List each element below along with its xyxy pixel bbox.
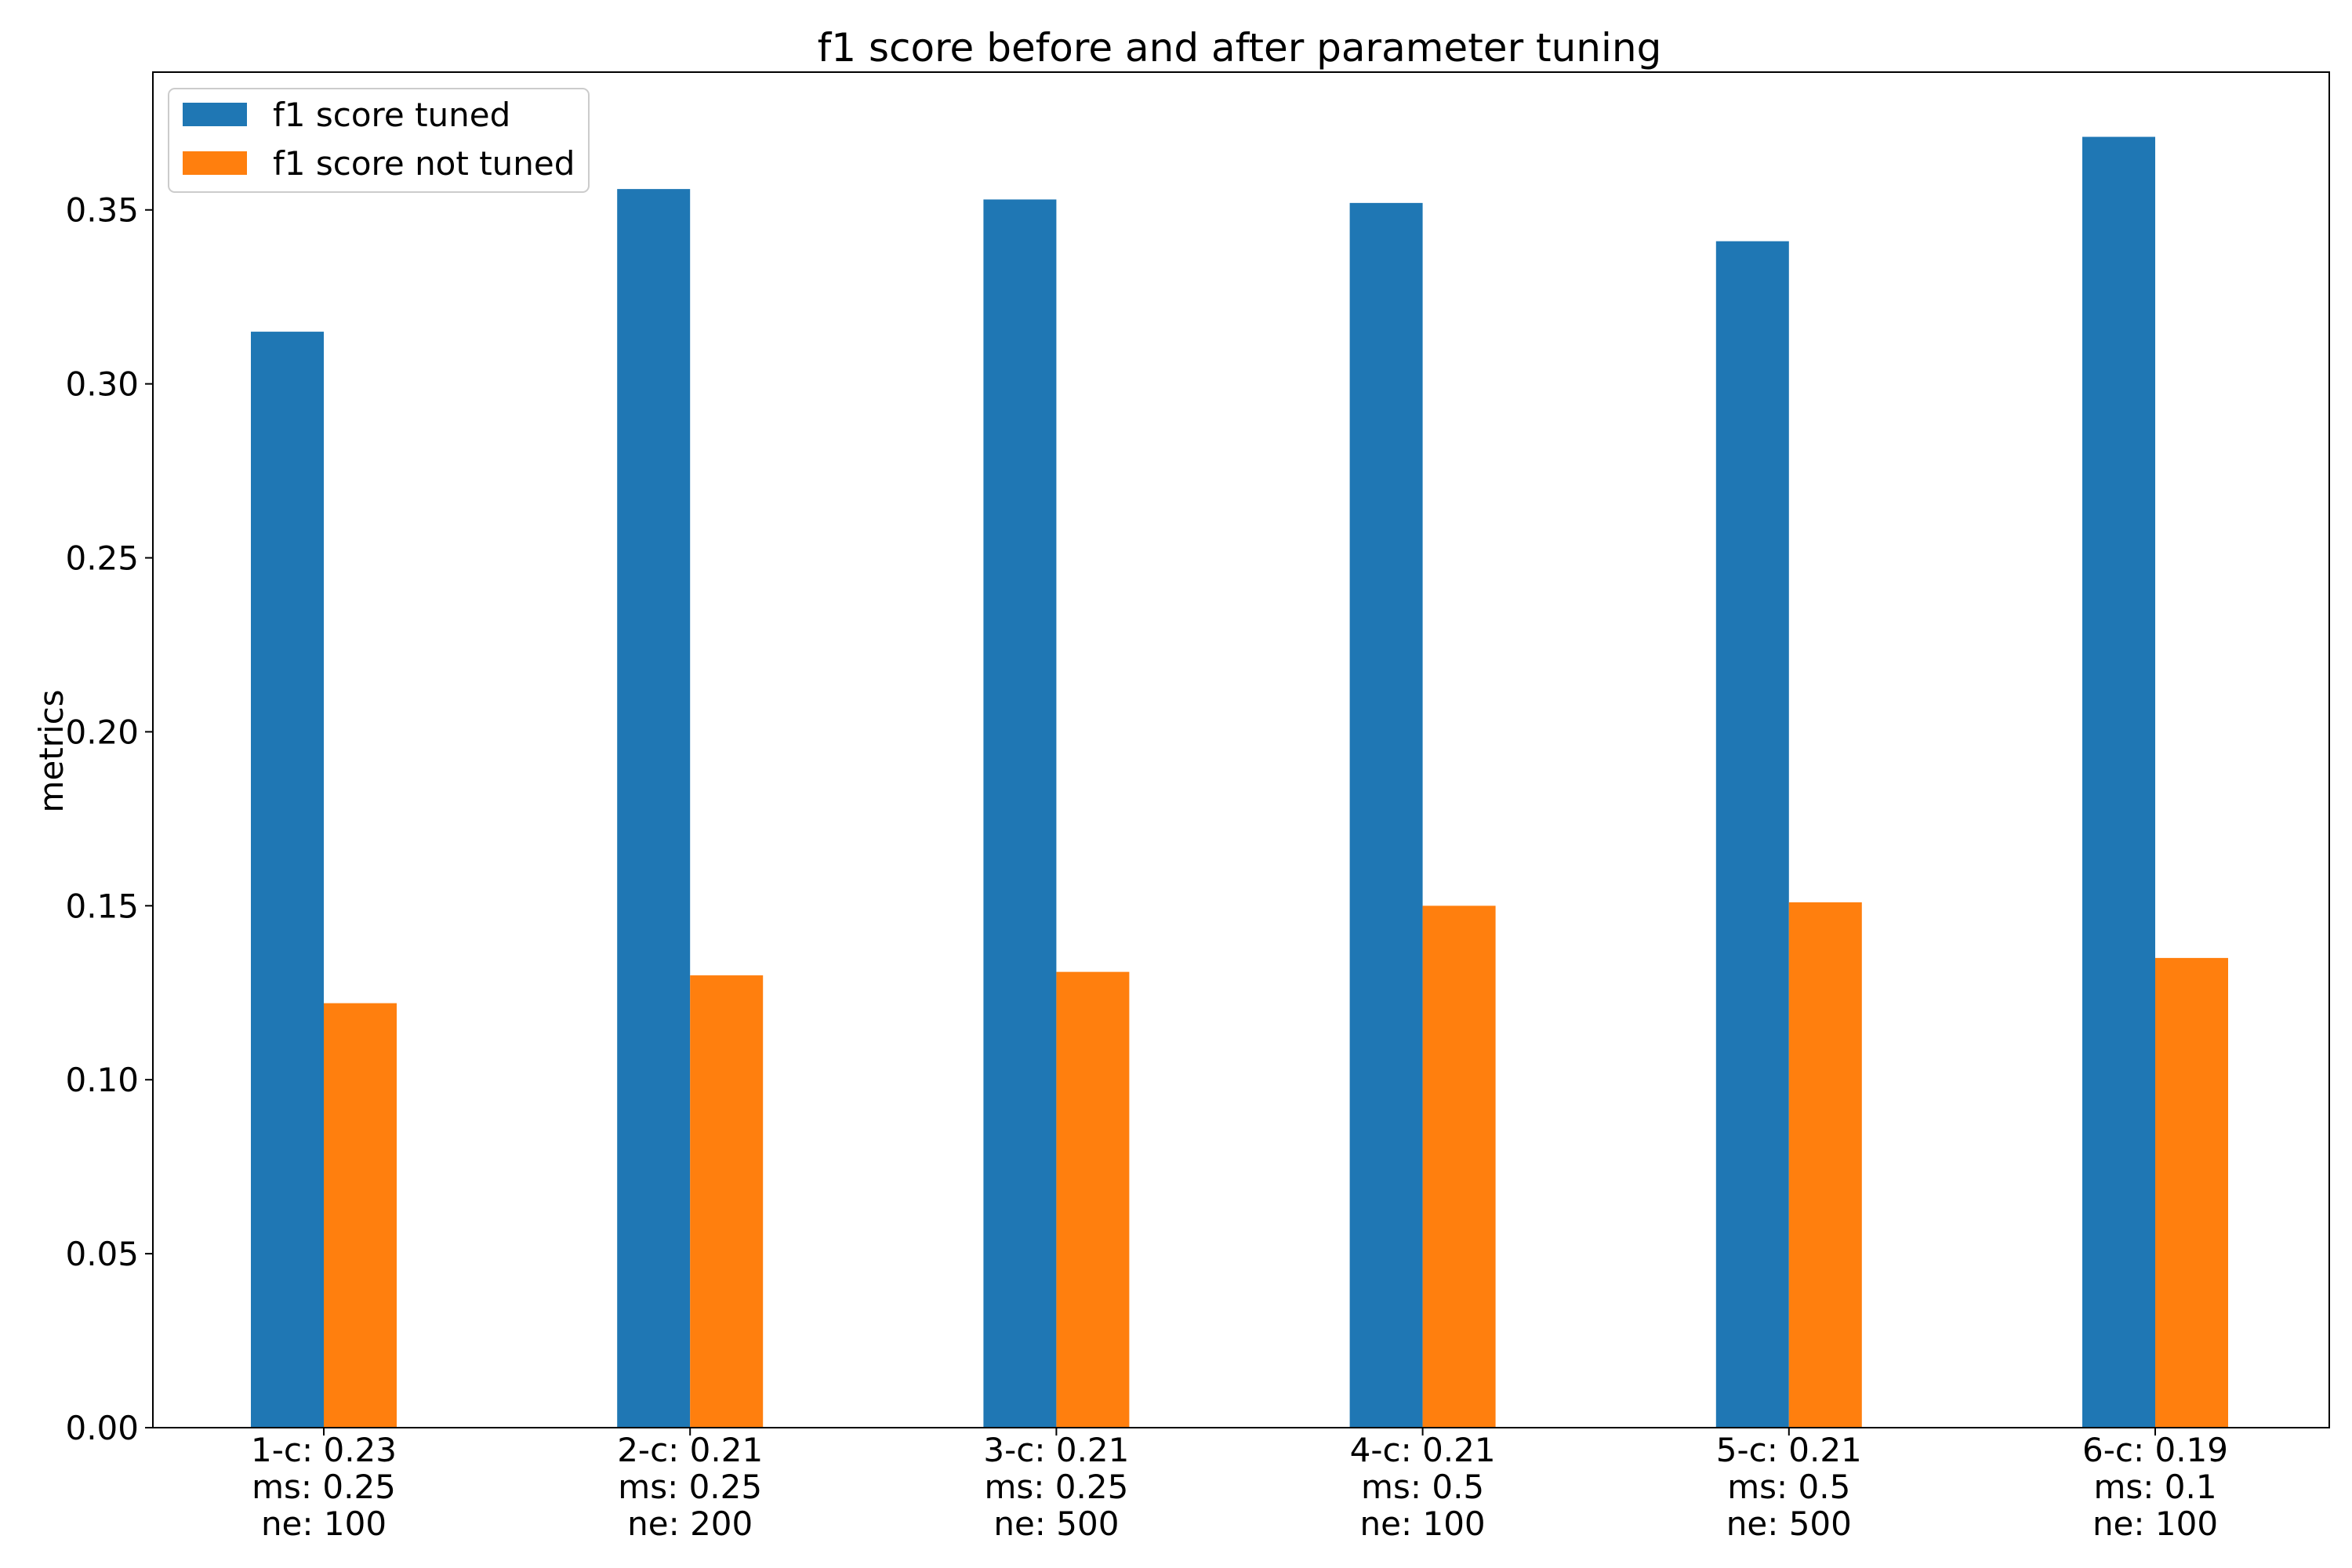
legend-swatch-not-tuned bbox=[183, 151, 247, 175]
bar-tuned-3 bbox=[983, 199, 1057, 1428]
x-tick-label: ms: 0.5 bbox=[1727, 1468, 1850, 1506]
plot-frame bbox=[152, 71, 2330, 1428]
x-tick-label: ms: 0.25 bbox=[618, 1468, 762, 1506]
x-tick-label: 4-c: 0.21 bbox=[1350, 1431, 1496, 1469]
legend: f1 score tuned f1 score not tuned bbox=[168, 88, 590, 193]
legend-label-not-tuned: f1 score not tuned bbox=[273, 144, 575, 183]
x-tick-label: 5-c: 0.21 bbox=[1716, 1431, 1862, 1469]
legend-label-tuned: f1 score tuned bbox=[273, 96, 510, 134]
bars-group bbox=[251, 136, 2228, 1428]
y-tick-label: 0.35 bbox=[65, 191, 139, 230]
x-tick-label: ne: 200 bbox=[627, 1504, 753, 1543]
x-tick-label: 6-c: 0.19 bbox=[2082, 1431, 2228, 1469]
x-tick-label: ne: 100 bbox=[261, 1504, 387, 1543]
bar-tuned-6 bbox=[2082, 136, 2155, 1428]
plot-area: 0.00 0.05 0.10 0.15 0.20 0.25 0.30 0.35 1-c: 0.… bbox=[65, 71, 2330, 1543]
bar-tuned-2 bbox=[617, 189, 691, 1428]
y-tick-label: 0.25 bbox=[65, 539, 139, 578]
y-tick-label: 0.20 bbox=[65, 713, 139, 751]
chart-title: f1 score before and after parameter tuni… bbox=[818, 25, 1662, 71]
bar-tuned-4 bbox=[1349, 202, 1423, 1428]
x-tick-label: 3-c: 0.21 bbox=[983, 1431, 1129, 1469]
x-tick-label: ms: 0.25 bbox=[252, 1468, 396, 1506]
y-tick-label: 0.15 bbox=[65, 887, 139, 925]
x-tick-label: 2-c: 0.21 bbox=[617, 1431, 763, 1469]
x-tick-label: ms: 0.25 bbox=[984, 1468, 1128, 1506]
y-tick-label: 0.30 bbox=[65, 365, 139, 404]
x-tick-label: 1-c: 0.23 bbox=[251, 1431, 397, 1469]
bar-not-tuned-3 bbox=[1056, 971, 1130, 1428]
y-axis-ticks: 0.00 0.05 0.10 0.15 0.20 0.25 0.30 0.35 bbox=[65, 191, 153, 1447]
x-tick-label: ne: 500 bbox=[1726, 1504, 1852, 1543]
bar-not-tuned-4 bbox=[1422, 906, 1496, 1428]
y-tick-label: 0.10 bbox=[65, 1061, 139, 1099]
x-tick-label: ne: 100 bbox=[1360, 1504, 1486, 1543]
x-tick-label: ms: 0.1 bbox=[2093, 1468, 2216, 1506]
y-tick-label: 0.05 bbox=[65, 1235, 139, 1273]
y-tick-label: 0.00 bbox=[65, 1409, 139, 1447]
x-tick-label: ne: 500 bbox=[993, 1504, 1119, 1543]
legend-box bbox=[168, 88, 590, 193]
x-tick-label: ms: 0.5 bbox=[1361, 1468, 1484, 1506]
bar-tuned-1 bbox=[251, 332, 324, 1428]
bar-not-tuned-1 bbox=[324, 1003, 397, 1428]
bar-not-tuned-2 bbox=[690, 975, 764, 1428]
bar-tuned-5 bbox=[1715, 241, 1789, 1428]
y-axis-label: metrics bbox=[32, 689, 71, 812]
bar-not-tuned-6 bbox=[2155, 957, 2228, 1428]
bar-not-tuned-5 bbox=[1788, 902, 1862, 1428]
legend-swatch-tuned bbox=[183, 103, 247, 126]
x-tick-label: ne: 100 bbox=[2092, 1504, 2218, 1543]
